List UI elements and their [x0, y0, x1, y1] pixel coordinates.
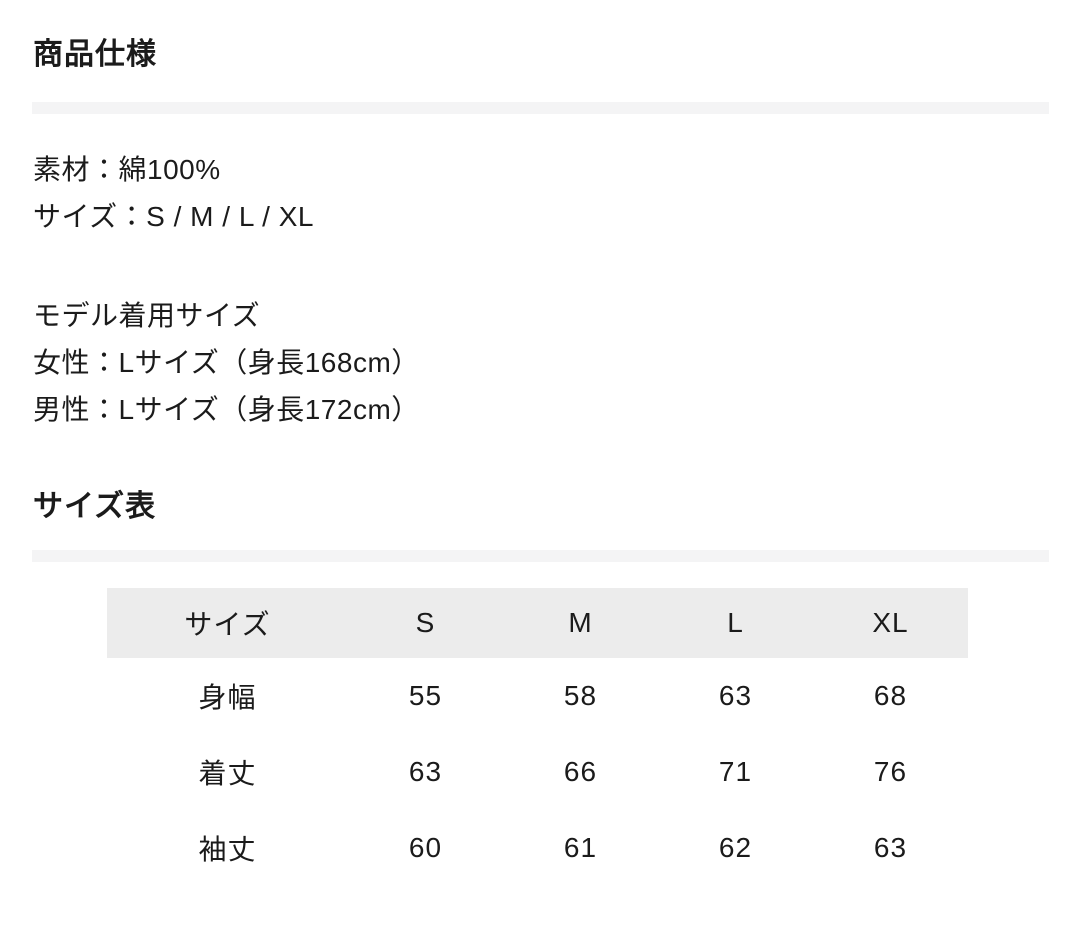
row-label-cell: 身幅 — [198, 682, 257, 713]
size-value-cell: 60 — [408, 832, 443, 863]
header-cell-l: L — [727, 607, 744, 638]
size-value-cell: 66 — [563, 756, 598, 787]
size-value-cell: 63 — [408, 756, 443, 787]
spec-lines: 素材：綿100% サイズ：S / M / L / XL — [33, 146, 1047, 240]
table-row: 袖丈 60 61 62 63 — [107, 810, 968, 886]
product-spec-title: 商品仕様 — [33, 38, 157, 71]
header-cell-xl: XL — [872, 607, 909, 638]
size-value-cell: 71 — [718, 756, 753, 787]
size-value-cell: 63 — [718, 680, 753, 711]
header-cell-s: S — [415, 607, 436, 638]
model-male-line: 男性：Lサイズ（身長172cm） — [33, 394, 420, 425]
size-options-line: サイズ：S / M / L / XL — [33, 201, 314, 232]
table-row: 身幅 55 58 63 68 — [107, 658, 968, 734]
size-value-cell: 58 — [563, 680, 598, 711]
material-line: 素材：綿100% — [33, 154, 221, 185]
model-female-line: 女性：Lサイズ（身長168cm） — [33, 347, 420, 378]
product-spec-section: 商品仕様 素材：綿100% サイズ：S / M / L / XL モデル着用サイ… — [0, 36, 1080, 886]
model-size-lines: モデル着用サイズ 女性：Lサイズ（身長168cm） 男性：Lサイズ（身長172c… — [33, 292, 1047, 433]
table-row: 着丈 63 66 71 76 — [107, 734, 968, 810]
size-value-cell: 61 — [563, 832, 598, 863]
model-size-heading: モデル着用サイズ — [33, 300, 261, 331]
row-label-cell: 袖丈 — [198, 834, 257, 865]
section-divider — [32, 102, 1049, 114]
size-value-cell: 76 — [873, 756, 908, 787]
size-chart-title: サイズ表 — [33, 490, 157, 523]
size-chart-table: サイズ S M L XL 身幅 55 58 63 68 着丈 63 66 71 … — [107, 588, 968, 886]
size-value-cell: 63 — [873, 832, 908, 863]
size-chart-header-row: サイズ S M L XL — [107, 588, 968, 658]
header-cell-m: M — [568, 607, 593, 638]
size-value-cell: 55 — [408, 680, 443, 711]
section-divider — [32, 550, 1049, 562]
row-label-cell: 着丈 — [198, 758, 257, 789]
size-value-cell: 68 — [873, 680, 908, 711]
size-value-cell: 62 — [718, 832, 753, 863]
header-cell-size-label: サイズ — [184, 609, 271, 640]
